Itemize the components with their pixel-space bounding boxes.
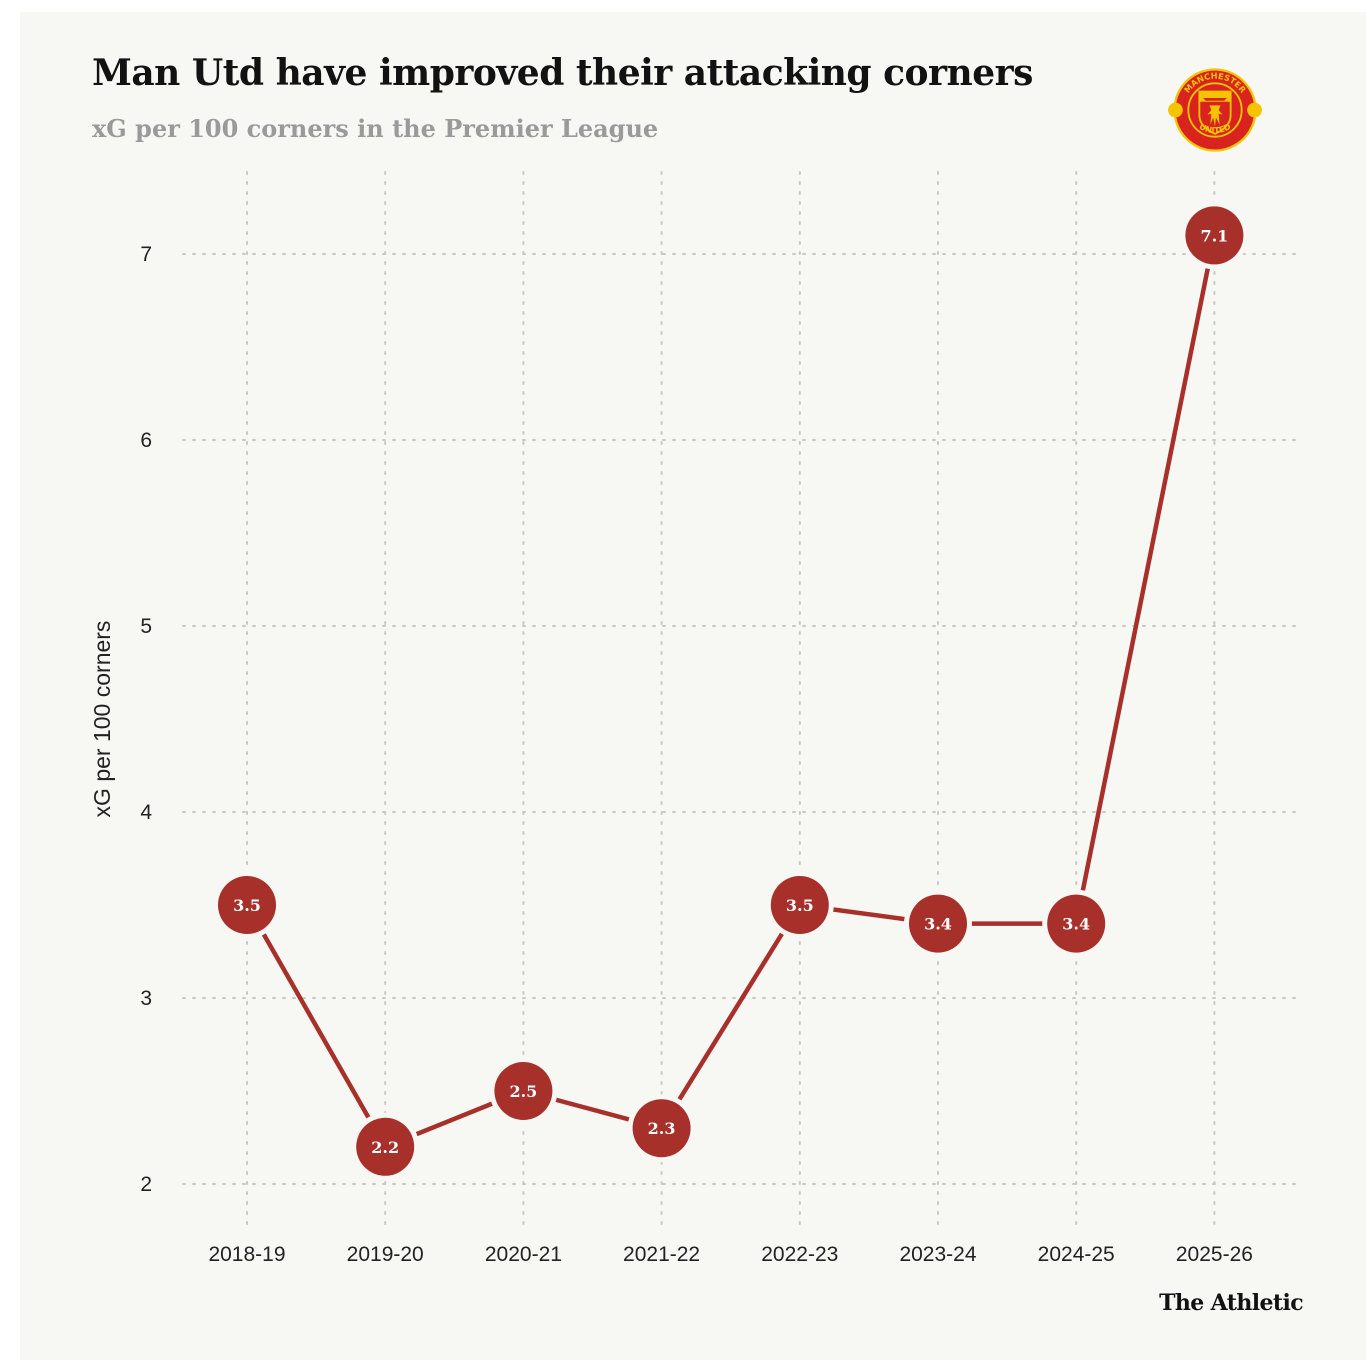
gridlines [182,171,1299,1228]
y-tick-label: 5 [140,615,152,638]
data-label: 3.4 [1062,915,1090,934]
manchester-united-crest-icon: MANCHESTER UNITED [1168,68,1262,152]
crest-devil-icon [1207,105,1223,127]
data-label: 3.5 [786,896,814,915]
data-point [1047,894,1106,953]
data-point [1185,206,1244,265]
the-athletic-logo: The Athletic [1159,1290,1304,1316]
data-point [909,894,967,953]
data-points: 3.5 2.2 2.5 2.3 3.5 3.4 3.4 7.1 [213,201,1249,1181]
data-label: 3.4 [924,915,952,934]
chart-subtitle: xG per 100 corners in the Premier League [92,114,659,143]
data-label: 3.5 [233,896,261,915]
x-tick-label: 2020-21 [485,1243,562,1266]
data-point [218,876,276,934]
data-point [356,1117,415,1176]
y-axis-title: xG per 100 corners [89,621,115,818]
line-chart: 3.5 2.2 2.5 2.3 3.5 3.4 3.4 7.1 2 3 4 5 6 7 2018-19 20… [89,171,1299,1266]
crest-ship-icon [1203,98,1227,101]
crest-left-ornament [1168,102,1183,118]
data-label: 7.1 [1200,226,1228,245]
y-tick-label: 3 [140,987,152,1010]
y-tick-label: 6 [140,429,152,452]
y-tick-label: 4 [140,801,152,824]
y-tick-label: 2 [140,1173,152,1196]
data-label: 2.2 [371,1138,399,1157]
y-tick-label: 7 [140,243,152,266]
x-tick-label: 2023-24 [899,1243,976,1266]
series-line [245,234,1217,1150]
crest-inner-border [1187,82,1243,138]
crest-bottom-text: UNITED [1198,121,1233,135]
x-tick-label: 2021-22 [623,1243,700,1266]
chart-card: Man Utd have improved their attacking co… [20,12,1366,1360]
crest-ship-band [1199,91,1231,102]
chart-title: Man Utd have improved their attacking co… [92,52,1033,94]
x-tick-label: 2019-20 [347,1243,424,1266]
x-tick-label: 2025-26 [1176,1243,1253,1266]
x-tick-label: 2018-19 [208,1243,285,1266]
axes: 2 3 4 5 6 7 2018-19 2019-20 2020-21 2021-22 2022-2… [89,243,1253,1266]
series-line-man-utd [245,234,1217,1150]
x-tick-label: 2022-23 [761,1243,838,1266]
crest-right-ornament [1247,102,1262,118]
data-label: 2.3 [648,1119,676,1138]
data-label: 2.5 [509,1082,537,1101]
data-point [770,876,829,934]
x-tick-label: 2024-25 [1038,1243,1115,1266]
data-point [632,1099,691,1158]
data-point [494,1062,553,1120]
